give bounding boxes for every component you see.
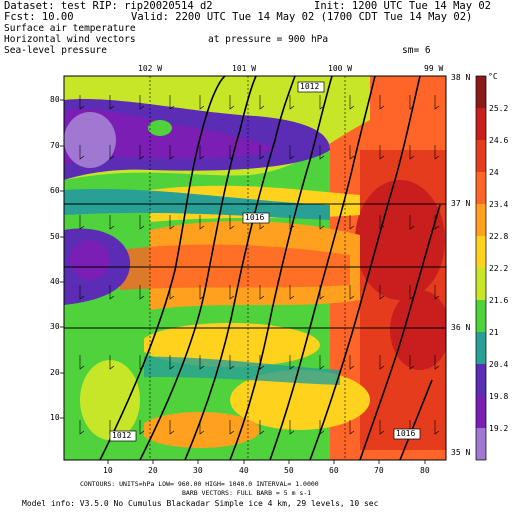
colorbar-label: 20.4 bbox=[489, 360, 509, 369]
colorbar-label: 21.6 bbox=[489, 296, 509, 305]
x-tick-label: 60 bbox=[329, 466, 339, 475]
colorbar-label: 24 bbox=[489, 168, 499, 177]
lat-lon-grid bbox=[64, 76, 446, 460]
y-tick-label: 50 bbox=[50, 232, 60, 241]
x-tick-label: 30 bbox=[193, 466, 203, 475]
temperature-field bbox=[64, 76, 446, 460]
isobar-label: 1016 bbox=[396, 429, 416, 438]
isobar-label: 1012 bbox=[112, 431, 132, 440]
map-frame bbox=[63, 75, 447, 461]
barb-info: BARB VECTORS: FULL BARB = 5 m s-1 bbox=[182, 489, 312, 497]
isobar-label-boxes bbox=[109, 81, 421, 442]
field-temperature: Surface air temperature bbox=[4, 23, 136, 34]
wind-barbs bbox=[79, 95, 440, 435]
field-slp: Sea-level pressure bbox=[4, 45, 107, 56]
lon-label: 100 W bbox=[328, 64, 353, 73]
colorbar-label: 24.6 bbox=[489, 136, 509, 145]
y-tick-label: 70 bbox=[50, 141, 60, 150]
model-info: Model info: V3.5.0 No Cumulus Blackadar … bbox=[22, 499, 379, 508]
y-tick-label: 30 bbox=[50, 322, 60, 331]
lat-label: 37 N bbox=[451, 199, 471, 208]
field-wind: Horizontal wind vectors bbox=[4, 34, 136, 45]
smoothing-label: sm= 6 bbox=[402, 45, 431, 56]
colorbar-label: 25.2 bbox=[489, 104, 509, 113]
colorbar-label: 19.2 bbox=[489, 424, 509, 433]
x-tick-label: 70 bbox=[374, 466, 384, 475]
y-tick-label: 80 bbox=[50, 95, 60, 104]
y-tick-label: 60 bbox=[50, 186, 60, 195]
lat-label: 38 N bbox=[451, 73, 471, 82]
x-tick-label: 20 bbox=[148, 466, 158, 475]
x-tick-label: 10 bbox=[103, 466, 113, 475]
isobars bbox=[99, 76, 441, 460]
x-tick-label: 40 bbox=[239, 466, 249, 475]
x-tick-label: 50 bbox=[284, 466, 294, 475]
y-tick-label: 10 bbox=[50, 413, 60, 422]
contour-info: CONTOURS: UNITS=hPa LOW= 960.00 HIGH= 10… bbox=[80, 480, 319, 488]
lon-label: 99 W bbox=[424, 64, 444, 73]
pressure-level: at pressure = 900 hPa bbox=[208, 34, 329, 45]
isobar-label: 1016 bbox=[245, 213, 265, 222]
y-tick-label: 40 bbox=[50, 277, 60, 286]
colorbar-label: 19.8 bbox=[489, 392, 509, 401]
lon-label: 102 W bbox=[138, 64, 163, 73]
lon-label: 101 W bbox=[232, 64, 257, 73]
isobar-label: 1012 bbox=[300, 82, 320, 91]
colorbar-label: 22.8 bbox=[489, 232, 509, 241]
y-tick-label: 20 bbox=[50, 368, 60, 377]
forecast-line: Fcst: 10.00 bbox=[4, 11, 74, 23]
colorbar bbox=[475, 75, 487, 461]
colorbar-label: 22.2 bbox=[489, 264, 509, 273]
lat-label: 35 N bbox=[451, 448, 471, 457]
valid-line: Valid: 2200 UTC Tue 14 May 02 (1700 CDT … bbox=[131, 11, 473, 23]
x-tick-label: 80 bbox=[420, 466, 430, 475]
colorbar-label: 21 bbox=[489, 328, 499, 337]
colorbar-unit: °C bbox=[488, 72, 498, 81]
colorbar-label: 23.4 bbox=[489, 200, 509, 209]
init-line: Init: 1200 UTC Tue 14 May 02 bbox=[314, 0, 492, 12]
dataset-line: Dataset: test RIP: rip20020514 d2 bbox=[4, 0, 213, 12]
lat-label: 36 N bbox=[451, 323, 471, 332]
